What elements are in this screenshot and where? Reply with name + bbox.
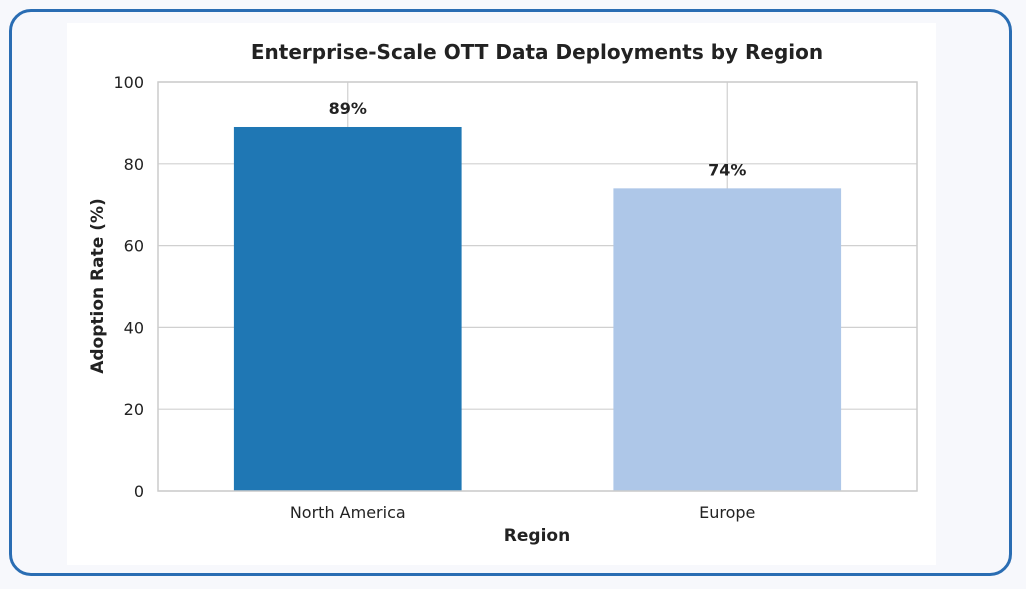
- plot-border: [157, 81, 918, 492]
- y-axis-label: Adoption Rate (%): [88, 198, 108, 374]
- x-ticks: North America Europe: [290, 503, 756, 522]
- data-labels: 89% 74%: [329, 99, 747, 179]
- x-axis-label: Region: [504, 526, 570, 546]
- data-label: 74%: [708, 160, 746, 179]
- y-tick-label: 60: [124, 237, 144, 256]
- bars: [233, 126, 842, 492]
- plot-frame: [157, 81, 918, 492]
- y-tick-label: 100: [113, 73, 144, 92]
- y-ticks: 0 20 40 60 80 100: [113, 73, 144, 501]
- y-tick-label: 0: [134, 482, 144, 501]
- y-tick-label: 20: [124, 400, 144, 419]
- data-label: 89%: [329, 99, 367, 118]
- x-tick-label: North America: [290, 503, 406, 522]
- x-tick-label: Europe: [699, 503, 755, 522]
- y-tick-label: 40: [124, 318, 144, 337]
- bar-north-america: [233, 126, 462, 492]
- bar-europe: [613, 188, 842, 491]
- chart-title: Enterprise-Scale OTT Data Deployments by…: [251, 40, 823, 64]
- y-tick-label: 80: [124, 155, 144, 174]
